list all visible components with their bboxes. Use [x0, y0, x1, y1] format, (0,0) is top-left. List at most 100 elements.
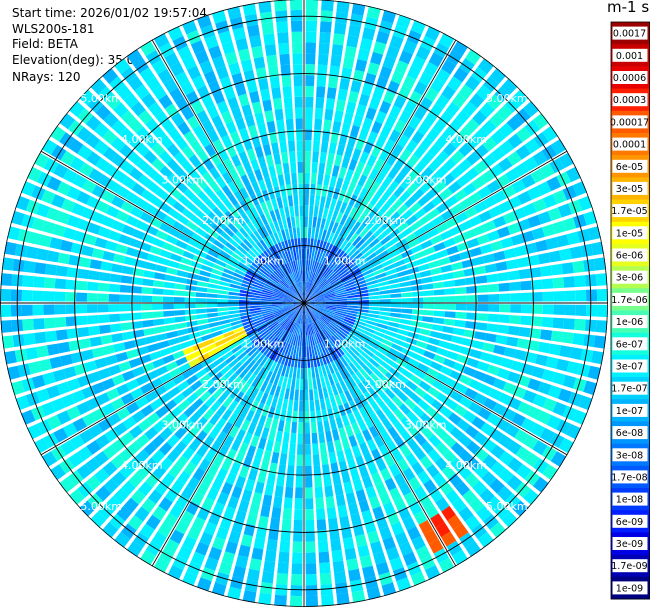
ppi-cell — [209, 273, 222, 280]
ppi-cell — [348, 568, 361, 582]
ppi-cell — [486, 273, 499, 283]
ppi-cell — [357, 544, 370, 558]
ppi-cell — [346, 292, 358, 296]
ppi-cell — [514, 245, 527, 257]
ppi-cell — [305, 465, 312, 477]
ppi-cell — [316, 410, 322, 422]
ppi-cell — [344, 204, 353, 216]
ppi-cell — [127, 515, 144, 531]
ppi-cell — [497, 485, 513, 502]
ppi-cell — [490, 444, 506, 459]
ppi-cell — [502, 382, 517, 395]
ppi-cell — [385, 223, 397, 235]
ppi-cell — [265, 394, 274, 407]
ppi-cell — [246, 80, 258, 93]
ppi-cell — [304, 454, 312, 466]
colorbar-label-bg — [612, 71, 648, 84]
ppi-cell — [379, 289, 391, 295]
ppi-cell — [321, 315, 331, 324]
ppi-cell — [120, 322, 133, 331]
ppi-cell — [527, 186, 542, 200]
ppi-cell — [362, 329, 374, 338]
ppi-cell — [386, 326, 399, 333]
ppi-cell — [66, 267, 79, 278]
ppi-cell — [421, 166, 434, 180]
ppi-cell — [76, 315, 88, 326]
ppi-cell — [316, 86, 326, 98]
ppi-cell — [395, 333, 408, 342]
ppi-cell — [463, 366, 476, 377]
ppi-cell — [154, 385, 167, 397]
ppi-cell — [591, 350, 604, 365]
ppi-cell — [298, 422, 304, 434]
ppi-cell — [293, 345, 297, 357]
ppi-cell — [77, 446, 93, 462]
ppi-cell — [147, 253, 160, 263]
ppi-cell — [402, 551, 418, 566]
ppi-cell — [327, 257, 336, 268]
ppi-cell — [212, 139, 225, 152]
ppi-cell — [435, 165, 449, 179]
ppi-cell — [97, 174, 112, 188]
ppi-cell — [483, 195, 497, 209]
ppi-cell — [254, 424, 263, 437]
ppi-cell — [286, 262, 293, 274]
ppi-cell — [282, 304, 294, 308]
ppi-cell — [151, 158, 165, 172]
ppi-cell — [276, 119, 285, 132]
ppi-cell — [407, 424, 420, 438]
ppi-cell — [315, 344, 321, 356]
ppi-cell — [154, 481, 169, 496]
ppi-cell — [418, 214, 431, 226]
ppi-cell — [284, 206, 290, 218]
ppi-cell — [493, 344, 506, 356]
ppi-cell — [271, 305, 283, 308]
ppi-cell — [307, 270, 311, 282]
ppi-cell — [152, 465, 167, 480]
ppi-cell — [204, 198, 217, 211]
ppi-cell — [305, 107, 313, 119]
ppi-cell — [365, 344, 377, 354]
ppi-cell — [320, 281, 330, 290]
ppi-cell — [264, 110, 274, 123]
ppi-cell — [140, 382, 153, 395]
ppi-cell — [382, 55, 396, 70]
ppi-cell — [472, 256, 485, 266]
ppi-cell — [282, 305, 294, 309]
ppi-cell — [486, 180, 501, 194]
ppi-cell — [498, 434, 513, 449]
colorbar-label-bg — [612, 226, 648, 240]
ppi-cell — [204, 233, 216, 244]
ppi-cell — [432, 281, 445, 289]
ppi-cell — [217, 311, 229, 317]
colorbar-label-bg — [612, 492, 648, 506]
ppi-cell — [313, 388, 319, 401]
ppi-cell — [359, 151, 370, 164]
ppi-cell — [334, 154, 343, 167]
ppi-cell — [298, 346, 302, 358]
ppi-cell — [562, 374, 577, 389]
ppi-cell — [542, 194, 557, 209]
ppi-cell — [293, 75, 303, 87]
ppi-cell — [297, 433, 304, 445]
ppi-cell — [290, 9, 303, 21]
ppi-cell — [466, 295, 478, 302]
ppi-cell — [221, 272, 233, 280]
ppi-cell — [518, 327, 531, 338]
ppi-cell — [119, 294, 131, 302]
ppi-cell — [1, 257, 15, 271]
ppi-cell — [152, 303, 163, 310]
ppi-cell — [490, 240, 503, 252]
ppi-cell — [531, 366, 545, 379]
ppi-cell — [152, 237, 165, 248]
ppi-cell — [422, 374, 436, 385]
ppi-cell — [507, 371, 521, 384]
ppi-cell — [401, 308, 413, 314]
ppi-cell — [218, 561, 233, 576]
ppi-cell — [450, 457, 465, 472]
ppi-cell — [261, 294, 273, 298]
ppi-cell — [473, 201, 488, 214]
ppi-cell — [434, 296, 446, 303]
ppi-cell — [323, 174, 331, 186]
ppi-cell — [7, 226, 21, 241]
